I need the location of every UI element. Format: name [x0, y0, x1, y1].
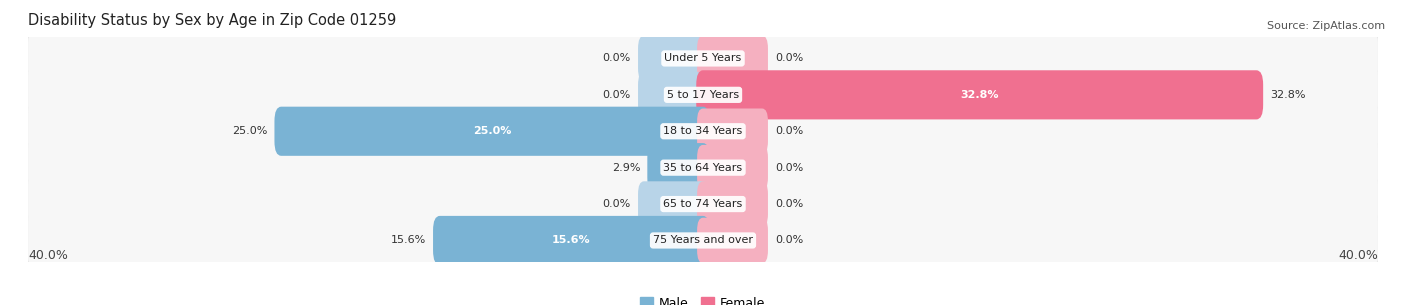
Legend: Male, Female: Male, Female [636, 292, 770, 305]
FancyBboxPatch shape [27, 67, 1379, 123]
Text: 0.0%: 0.0% [776, 163, 804, 173]
Text: Source: ZipAtlas.com: Source: ZipAtlas.com [1267, 21, 1385, 31]
FancyBboxPatch shape [638, 72, 709, 118]
FancyBboxPatch shape [647, 143, 710, 192]
FancyBboxPatch shape [28, 179, 1378, 229]
FancyBboxPatch shape [27, 213, 1379, 268]
FancyBboxPatch shape [697, 218, 768, 263]
FancyBboxPatch shape [28, 70, 1378, 120]
Text: 0.0%: 0.0% [602, 90, 630, 100]
Text: 15.6%: 15.6% [553, 235, 591, 246]
FancyBboxPatch shape [28, 215, 1378, 266]
FancyBboxPatch shape [697, 109, 768, 154]
Text: 25.0%: 25.0% [232, 126, 267, 136]
Text: 18 to 34 Years: 18 to 34 Years [664, 126, 742, 136]
FancyBboxPatch shape [27, 104, 1379, 159]
Text: 0.0%: 0.0% [776, 199, 804, 209]
Text: 2.9%: 2.9% [612, 163, 641, 173]
FancyBboxPatch shape [28, 142, 1378, 193]
Text: 0.0%: 0.0% [776, 126, 804, 136]
Text: 0.0%: 0.0% [602, 53, 630, 63]
Text: 5 to 17 Years: 5 to 17 Years [666, 90, 740, 100]
Text: Under 5 Years: Under 5 Years [665, 53, 741, 63]
Text: 35 to 64 Years: 35 to 64 Years [664, 163, 742, 173]
FancyBboxPatch shape [433, 216, 710, 265]
Text: 0.0%: 0.0% [776, 235, 804, 246]
Text: 40.0%: 40.0% [1339, 249, 1378, 262]
FancyBboxPatch shape [27, 176, 1379, 232]
Text: 32.8%: 32.8% [960, 90, 998, 100]
Text: 0.0%: 0.0% [602, 199, 630, 209]
Text: 32.8%: 32.8% [1270, 90, 1305, 100]
FancyBboxPatch shape [274, 107, 710, 156]
Text: 75 Years and over: 75 Years and over [652, 235, 754, 246]
FancyBboxPatch shape [28, 106, 1378, 156]
Text: 0.0%: 0.0% [776, 53, 804, 63]
Text: Disability Status by Sex by Age in Zip Code 01259: Disability Status by Sex by Age in Zip C… [28, 13, 396, 28]
Text: 25.0%: 25.0% [472, 126, 512, 136]
FancyBboxPatch shape [638, 36, 709, 81]
FancyBboxPatch shape [28, 33, 1378, 84]
Text: 40.0%: 40.0% [28, 249, 67, 262]
FancyBboxPatch shape [27, 140, 1379, 195]
Text: 15.6%: 15.6% [391, 235, 426, 246]
FancyBboxPatch shape [697, 36, 768, 81]
FancyBboxPatch shape [696, 70, 1263, 120]
FancyBboxPatch shape [638, 181, 709, 227]
FancyBboxPatch shape [697, 181, 768, 227]
Text: 65 to 74 Years: 65 to 74 Years [664, 199, 742, 209]
FancyBboxPatch shape [697, 145, 768, 190]
FancyBboxPatch shape [27, 31, 1379, 86]
